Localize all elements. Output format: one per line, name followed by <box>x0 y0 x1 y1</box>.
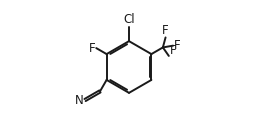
Text: F: F <box>174 39 181 52</box>
Text: F: F <box>162 24 169 37</box>
Text: F: F <box>170 44 176 57</box>
Text: N: N <box>75 94 84 107</box>
Text: F: F <box>88 42 95 55</box>
Text: Cl: Cl <box>123 13 135 26</box>
